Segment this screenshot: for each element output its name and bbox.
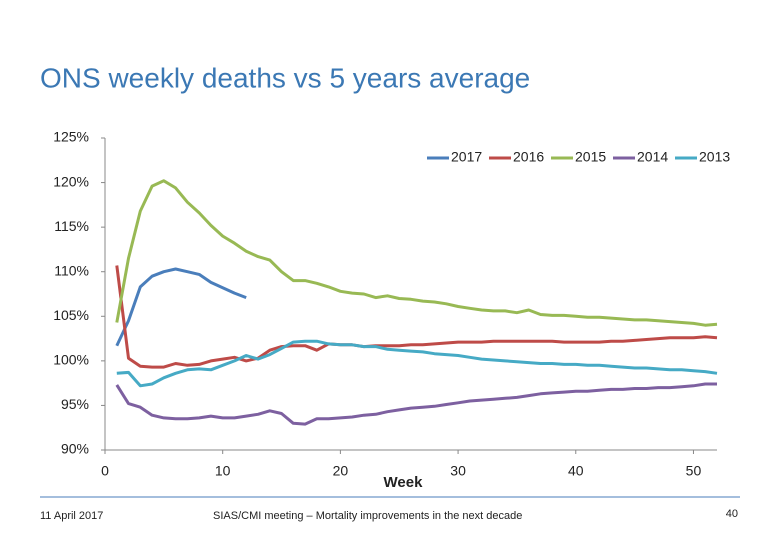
x-tick-label: 10 xyxy=(215,463,231,479)
y-tick-label: 115% xyxy=(54,218,89,234)
footer-text: SIAS/CMI meeting – Mortality improvement… xyxy=(213,510,522,522)
y-tick-label: 100% xyxy=(53,352,89,368)
footer-date: 11 April 2017 xyxy=(40,510,103,522)
x-axis-label: Week xyxy=(384,474,424,491)
x-tick-label: 40 xyxy=(568,463,584,479)
legend-label: 2017 xyxy=(451,149,482,165)
x-tick-label: 50 xyxy=(686,463,702,479)
legend-label: 2016 xyxy=(513,149,544,165)
y-tick-label: 90% xyxy=(61,441,89,457)
y-tick-label: 120% xyxy=(53,173,89,189)
series-line xyxy=(115,267,247,347)
legend-label: 2014 xyxy=(637,149,668,165)
y-tick-label: 110% xyxy=(54,262,89,278)
series-line xyxy=(116,339,718,388)
y-tick-label: 125% xyxy=(53,129,89,145)
series-line xyxy=(115,179,718,327)
page-number: 40 xyxy=(726,508,738,520)
x-tick-label: 20 xyxy=(333,463,349,479)
x-tick-label: 30 xyxy=(450,463,466,479)
series-line xyxy=(115,265,718,369)
y-tick-label: 95% xyxy=(61,396,89,412)
slide-title: ONS weekly deaths vs 5 years average xyxy=(40,62,530,93)
legend-label: 2015 xyxy=(575,149,606,165)
x-tick-label: 0 xyxy=(101,463,109,479)
series-line xyxy=(115,382,717,426)
y-tick-label: 105% xyxy=(53,307,89,323)
legend-label: 2013 xyxy=(699,149,730,165)
